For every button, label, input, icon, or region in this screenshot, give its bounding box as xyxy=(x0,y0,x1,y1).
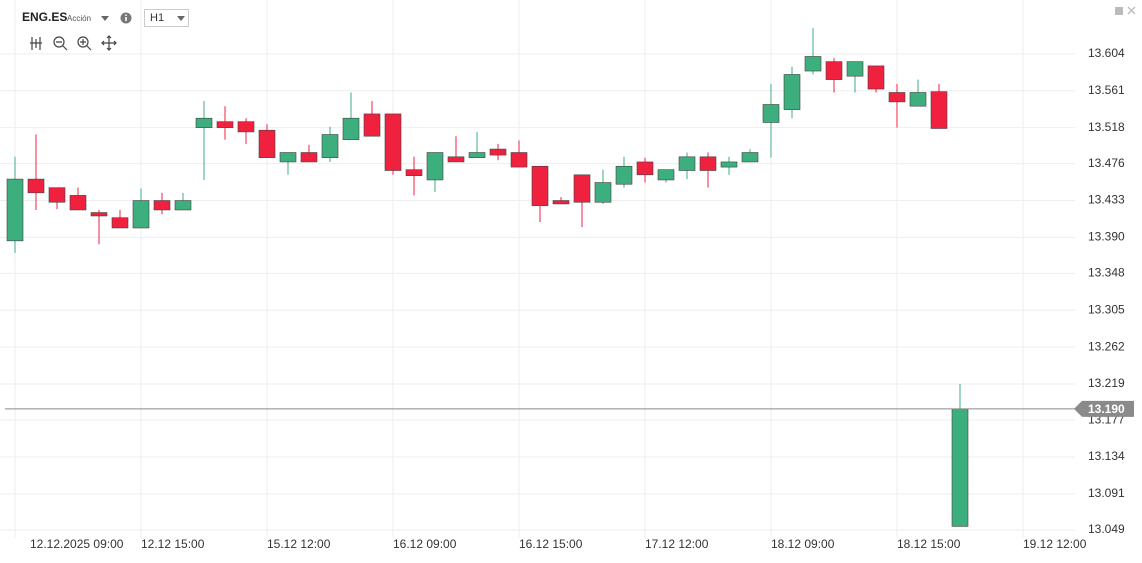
zoom-in-tool[interactable] xyxy=(77,36,92,51)
x-tick-label: 16.12 15:00 xyxy=(519,537,583,551)
last-price-label: 13.190 xyxy=(1088,402,1125,416)
timeframe-select[interactable] xyxy=(144,9,189,27)
candle-body xyxy=(636,161,654,176)
y-tick-label: 13.518 xyxy=(1088,120,1125,134)
candle-body xyxy=(531,165,549,206)
window-controls xyxy=(1115,6,1136,15)
last-price-tag xyxy=(1074,400,1134,417)
x-tick-label: 12.12 15:00 xyxy=(141,537,205,551)
candle-body xyxy=(825,61,843,80)
candle-body xyxy=(846,61,864,77)
candle-body xyxy=(510,152,528,168)
y-tick-label: 13.219 xyxy=(1088,376,1125,390)
y-tick-label: 13.561 xyxy=(1088,83,1125,97)
info-icon[interactable] xyxy=(120,12,132,24)
symbol-dropdown[interactable] xyxy=(101,16,109,21)
x-tick-label: 16.12 09:00 xyxy=(393,537,457,551)
candle-body xyxy=(447,156,465,163)
toolbar xyxy=(30,35,117,51)
plot: 13.04913.09113.13413.17713.21913.26213.3… xyxy=(0,0,1134,551)
candle-body xyxy=(216,121,234,128)
x-tick-label: 18.12 09:00 xyxy=(771,537,835,551)
chart-type-tool[interactable] xyxy=(30,37,42,50)
candle-body xyxy=(111,217,129,229)
pan-tool[interactable] xyxy=(101,35,117,51)
candle-body xyxy=(741,152,759,163)
candle-body xyxy=(69,195,87,211)
candle-body xyxy=(489,148,507,156)
candle-body xyxy=(573,174,591,203)
candle-body xyxy=(153,200,171,211)
candle-body xyxy=(90,212,108,217)
candle-body xyxy=(405,169,423,176)
candle-body xyxy=(867,65,885,90)
candle-body xyxy=(720,161,738,168)
y-tick-label: 13.604 xyxy=(1088,46,1125,60)
candle-body xyxy=(300,152,318,163)
zoom-out-tool[interactable] xyxy=(53,36,68,51)
candle-body xyxy=(552,200,570,205)
x-tick-label: 15.12 12:00 xyxy=(267,537,331,551)
candle-body xyxy=(468,152,486,158)
y-tick-label: 13.390 xyxy=(1088,230,1125,244)
candle-body xyxy=(384,113,402,171)
candle-body xyxy=(426,152,444,181)
candle-body xyxy=(321,134,339,158)
candle-body xyxy=(909,92,927,107)
candle-body xyxy=(783,74,801,110)
x-tick-label: 19.12 12:00 xyxy=(1023,537,1087,551)
candle-body xyxy=(195,117,213,128)
candle-body xyxy=(594,182,612,203)
candle-body xyxy=(237,121,255,133)
minimize-button[interactable] xyxy=(1115,7,1123,15)
candle-body xyxy=(279,152,297,163)
y-tick-label: 13.305 xyxy=(1088,302,1125,316)
y-tick-label: 13.348 xyxy=(1088,266,1125,280)
candle-body xyxy=(48,187,66,203)
timeframe: H1 xyxy=(150,12,164,24)
candle-body xyxy=(804,56,822,72)
y-tick-label: 13.049 xyxy=(1088,522,1125,536)
candle-body xyxy=(342,117,360,140)
y-tick-label: 13.134 xyxy=(1088,449,1125,463)
candle-body xyxy=(678,156,696,171)
x-tick-label: 17.12 12:00 xyxy=(645,537,709,551)
y-tick-label: 13.433 xyxy=(1088,193,1125,207)
close-button[interactable] xyxy=(1127,6,1136,15)
x-tick-label: 12.12.2025 09:00 xyxy=(30,537,124,551)
candle-body xyxy=(258,129,276,158)
candle-body xyxy=(27,178,45,194)
y-tick-label: 13.262 xyxy=(1088,339,1125,353)
timeframe-arrow xyxy=(177,16,185,21)
candle-body xyxy=(699,156,717,171)
candle-body xyxy=(762,104,780,123)
instrument-kind: Acción xyxy=(67,14,91,23)
symbol: ENG.ES xyxy=(22,10,67,24)
y-tick-label: 13.476 xyxy=(1088,156,1125,170)
candle-body xyxy=(930,91,948,129)
candle-body xyxy=(174,200,192,211)
candle-body xyxy=(657,169,675,181)
y-tick-label: 13.091 xyxy=(1088,486,1125,500)
candle-body xyxy=(6,178,24,242)
candle-body xyxy=(132,200,150,229)
candle-body xyxy=(615,165,633,185)
candle-body xyxy=(363,113,381,137)
x-tick-label: 18.12 15:00 xyxy=(897,537,961,551)
candle-body xyxy=(888,92,906,103)
candle-body xyxy=(951,408,969,527)
